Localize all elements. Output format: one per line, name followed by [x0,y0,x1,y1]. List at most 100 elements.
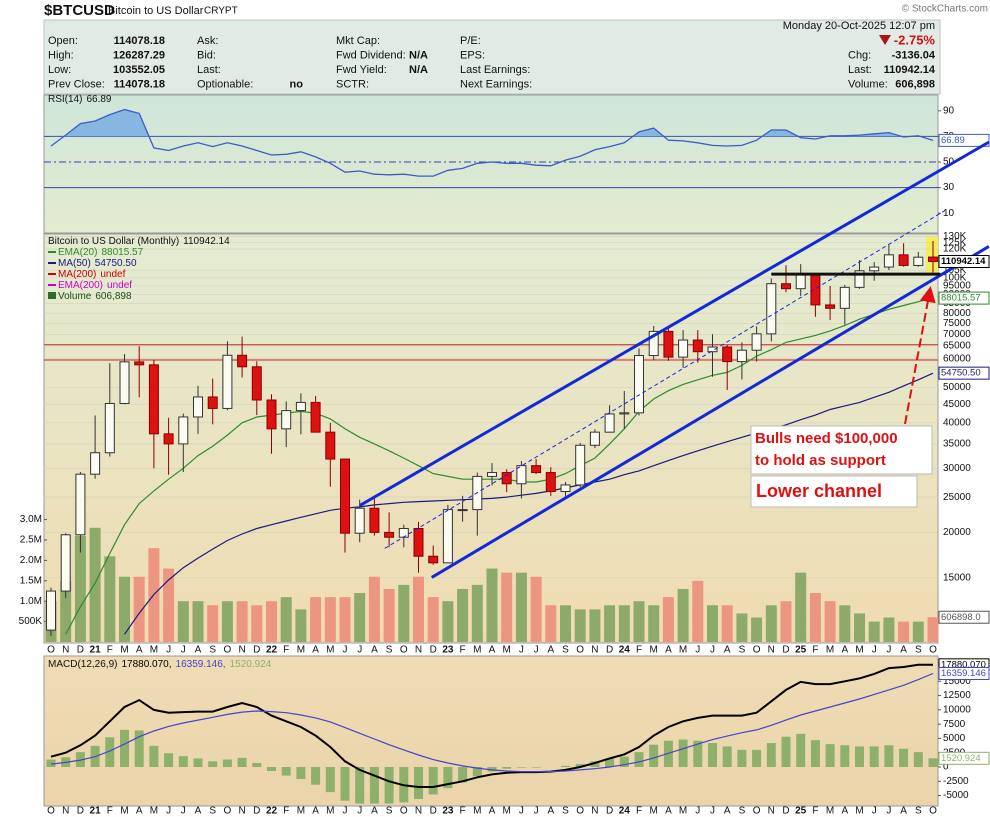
histogram-bar [781,736,791,767]
candle-body [825,304,836,309]
field-label: Bid: [197,49,216,61]
x-tick-label: A [312,645,319,656]
volume-bar [633,601,645,642]
x-tick-label: J [886,645,891,656]
change-pct: -2.75% [894,32,936,47]
candle-body [119,361,130,404]
volume-bar [324,597,336,642]
field-label: Last Earnings: [460,64,530,76]
legend-entry: EMA(200) undef [58,280,132,291]
trendline [358,140,990,507]
histogram-bar [516,767,526,768]
y-tick-label: 95000 [943,281,971,292]
histogram-bar [267,767,276,771]
candle-body [178,416,189,445]
candle-body [487,472,497,477]
volume-bar [354,593,366,642]
x-tick-label: 22 [266,806,278,817]
field-value: N/A [409,64,428,76]
legend-entry-part: 17880.070, [121,659,171,670]
x-tick-label: D [606,806,613,817]
volume-bar [765,605,777,642]
volume-bar [427,597,439,642]
x-tick-label: N [768,806,775,817]
volume-bar [604,605,616,642]
histogram-bar [502,767,512,769]
x-tick-label: 23 [442,645,454,656]
candle-body [310,401,321,433]
y-tick-label: 105K [943,265,967,276]
histogram-bar [134,730,144,767]
value-tag: 1520.924 [941,753,981,764]
volume-bar [545,605,557,642]
candle-body [442,509,453,564]
field-label: Last: [197,64,221,76]
x-tick-label: M [826,645,834,656]
candle-body [634,355,644,414]
rsi-line [50,108,934,177]
x-tick-label: M [855,806,863,817]
x-tick-label: F [283,645,289,656]
x-tick-label: N [238,806,245,817]
legend-entry: Bitcoin to US Dollar (Monthly) 110942.14 [48,236,230,247]
x-tick-label: O [400,806,408,817]
field-value: -3136.04 [892,49,936,61]
volume-bar [677,588,689,642]
candle-body [722,346,733,363]
histogram-bar [311,767,321,785]
candle-body [810,273,821,306]
field-label: Chg: [848,49,871,61]
candle-body [501,472,512,485]
candle-body [531,465,542,474]
legend-entry-part: MA(200) [58,269,96,280]
x-tick-label: F [107,806,113,817]
x-tick-label: J [181,645,186,656]
field-value: 110942.14 [884,64,936,76]
y-tick-label: 80000 [943,308,971,319]
x-tick-label: M [679,645,687,656]
candle-body [751,333,762,351]
volume-bar [721,605,733,642]
legend-entry-part: Volume [58,291,92,302]
x-tick-label: O [576,806,584,817]
candle-body [589,431,600,446]
legend-entry-part: MA(50) [58,258,91,269]
legend-entry: MA(50) 54750.50 [58,258,137,269]
volume-bar [515,572,527,642]
histogram-bar [164,753,174,767]
x-tick-label: M [150,645,158,656]
volume-bar [707,605,718,642]
volume-bar [236,601,248,642]
x-tick-label: M [326,645,334,656]
x-tick-label: D [606,645,613,656]
x-tick-label: N [768,645,775,656]
x-tick-label: S [739,645,746,656]
candle-body [46,590,56,631]
volume-bar [457,588,469,642]
x-tick-label: J [166,645,171,656]
annotation-text: Lower channel [756,481,882,501]
x-tick-label: F [107,645,113,656]
legend-entry-part: undef [107,280,132,291]
volume-bar [618,605,630,642]
candle-body [560,484,571,493]
field-value: 114078.18 [114,35,165,47]
volume-bar [221,601,233,642]
field-label: Volume: [848,78,888,90]
x-tick-label: J [343,645,348,656]
candle-body [104,402,115,454]
y-tick-label: 125K [943,237,967,248]
x-tick-label: 23 [442,806,454,817]
x-tick-label: J [695,645,700,656]
x-tick-label: S [739,806,746,817]
candle-body [428,555,439,564]
legend-entry: Volume 606,898 [58,291,132,302]
histogram-bar [443,767,453,789]
value-tag: 110942.14 [941,256,986,267]
histogram-bar [605,758,615,767]
x-tick-label: A [900,645,907,656]
legend-entry-part: undef [100,269,125,280]
x-tick-label: D [430,806,437,817]
